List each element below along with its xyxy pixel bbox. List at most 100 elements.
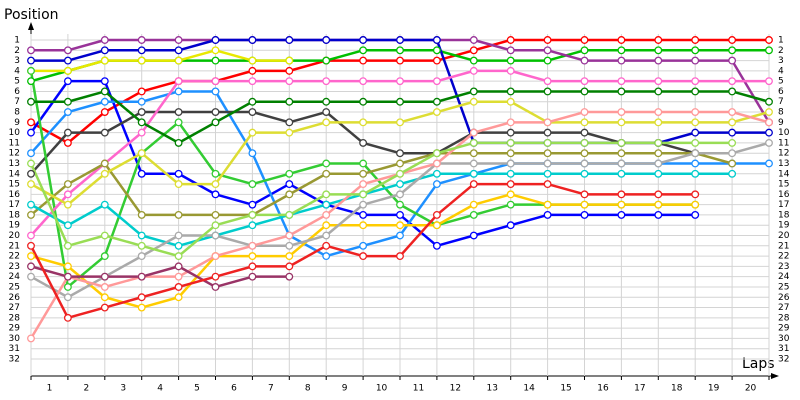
lap-marker [543,128,552,137]
lap-marker [543,210,552,219]
lap-marker [211,190,220,199]
lap-marker [765,138,773,147]
y-tick-label-right: 27 [778,303,789,313]
lap-marker [174,272,183,281]
lap-marker [469,180,478,189]
lap-marker [654,118,663,127]
lap-marker [322,118,331,127]
lap-marker [728,128,737,137]
series-line [30,172,733,248]
y-tick-label: 28 [9,313,21,323]
lap-marker [580,159,589,168]
y-tick-label-right: 1 [778,36,784,46]
y-tick-label: 21 [9,241,20,251]
lap-marker [100,252,109,261]
y-tick-label-right: 14 [778,169,790,179]
lap-marker [580,87,589,96]
lap-marker [137,108,146,116]
y-tick-label-right: 26 [778,293,790,303]
lap-marker [174,108,183,116]
lap-marker [765,36,773,44]
lap-marker [211,221,220,230]
lap-marker [322,221,331,230]
x-tick-label: 11 [413,384,424,394]
y-tick-label-right: 31 [778,344,789,354]
lap-marker [322,169,331,178]
lap-marker [285,77,294,86]
lap-marker [469,128,478,137]
lap-marker [432,221,441,230]
lap-marker [432,169,441,178]
lap-marker [285,56,294,65]
lap-marker [506,200,515,209]
lap-marker [137,97,146,106]
lap-marker [27,272,35,281]
y-tick-label: 29 [9,324,21,334]
lap-marker [248,252,257,261]
lap-marker [506,87,515,96]
lap-marker [211,46,220,55]
lap-marker [322,77,331,86]
lap-marker [27,128,35,137]
lap-marker [396,180,404,189]
lap-marker [137,128,146,137]
lap-marker [580,118,589,127]
lap-marker [654,149,663,158]
lap-marker [137,118,146,127]
lap-marker [27,210,35,219]
lap-marker [543,56,552,65]
y-tick-label: 22 [9,252,20,262]
lap-marker [691,128,700,137]
y-tick-label: 11 [9,138,20,148]
x-tick-label: 15 [560,384,571,394]
lap-marker [211,252,220,261]
lap-marker [396,46,404,55]
lap-marker [359,252,368,261]
lap-marker [27,118,35,127]
lap-marker [765,46,773,55]
lap-marker [469,200,478,209]
lap-marker [506,180,515,189]
y-tick-label-right: 6 [778,87,784,97]
lap-marker [322,190,331,199]
lap-marker [359,190,368,199]
lap-marker [359,241,368,250]
lap-marker [285,180,294,189]
lap-marker [396,210,404,219]
lap-marker [728,159,737,168]
y-tick-label: 12 [9,149,20,159]
lap-marker [396,97,404,106]
lap-marker [63,128,72,137]
lap-marker [27,159,35,168]
x-tick-label: 12 [450,384,461,394]
lap-marker [728,169,737,178]
lap-marker [27,180,35,189]
lap-marker [617,118,626,127]
lap-marker [211,87,220,96]
lap-marker [63,77,72,86]
lap-marker [543,138,552,147]
lap-marker [63,56,72,65]
y-tick-label: 16 [9,190,21,200]
x-tick-label: 13 [487,384,498,394]
lap-marker [100,293,109,302]
lap-marker [359,169,368,178]
lap-marker [248,241,257,250]
y-tick-label: 31 [9,344,20,354]
y-tick-label: 13 [9,159,20,169]
lap-marker [617,87,626,96]
series-line [29,141,733,258]
y-tick-label-right: 12 [778,149,789,159]
y-tick-label-right: 13 [778,159,789,169]
lap-marker [654,87,663,96]
x-tick-label: 18 [671,384,683,394]
lap-marker [728,77,737,86]
lap-marker [506,190,515,199]
lap-marker [469,169,478,178]
lap-marker [396,159,404,168]
x-tick-label: 3 [120,384,126,394]
lap-marker [100,77,109,86]
lap-marker [322,252,331,261]
lap-marker [100,36,109,44]
lap-marker [469,56,478,65]
